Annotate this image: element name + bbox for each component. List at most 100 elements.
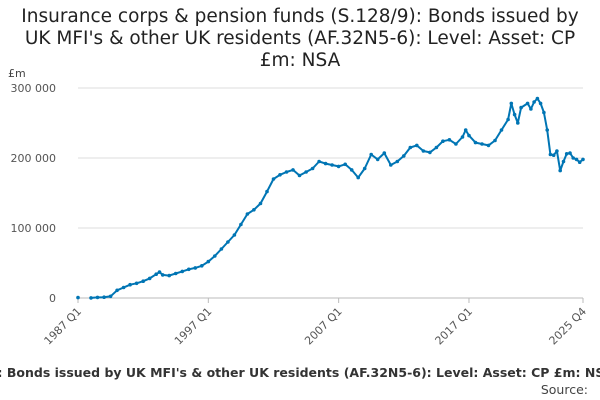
chart-title-line-3: £m: NSA xyxy=(259,50,341,71)
data-point xyxy=(558,168,562,173)
data-point xyxy=(121,285,126,290)
data-point xyxy=(509,101,514,106)
data-point xyxy=(571,156,575,160)
y-tick-label: 200 000 xyxy=(11,152,57,165)
data-point xyxy=(454,142,458,146)
data-point xyxy=(434,145,439,150)
data-point xyxy=(551,153,556,157)
data-point xyxy=(421,149,426,153)
grid-layer xyxy=(77,87,584,303)
data-point xyxy=(323,161,328,166)
data-point xyxy=(395,159,400,164)
data-point xyxy=(167,273,171,278)
data-point xyxy=(467,133,471,138)
data-point xyxy=(375,157,380,162)
data-point xyxy=(245,212,250,216)
data-point xyxy=(512,112,517,117)
data-point xyxy=(239,222,243,227)
footnote-text: Insurance corps & pension funds (S.128/9… xyxy=(0,365,600,380)
y-axis-unit-label: £m xyxy=(8,67,26,80)
data-point xyxy=(89,296,93,300)
x-tick-label: 2017 Q1 xyxy=(433,305,476,348)
data-point xyxy=(529,107,533,111)
data-point xyxy=(232,233,237,237)
data-point xyxy=(206,259,211,264)
chart-title: Insurance corps & pension funds (S.128/9… xyxy=(0,6,600,72)
series-layer xyxy=(76,96,585,300)
data-point xyxy=(516,121,520,125)
data-point xyxy=(219,247,224,251)
data-point xyxy=(115,288,119,293)
data-point xyxy=(180,269,185,274)
data-point xyxy=(538,101,543,106)
data-point xyxy=(141,279,145,284)
data-point xyxy=(213,254,217,258)
data-point xyxy=(102,295,106,300)
x-tick-label: 1987 Q1 xyxy=(42,305,85,348)
data-point xyxy=(447,138,452,142)
data-point xyxy=(486,143,491,148)
data-point xyxy=(160,273,165,277)
data-point xyxy=(265,189,269,194)
source-label: Source: xyxy=(540,382,588,397)
chart-title-line-2: UK MFI's & other UK residents (AF.32N5-6… xyxy=(24,28,576,49)
data-point xyxy=(428,150,432,155)
data-point xyxy=(271,177,276,181)
data-point xyxy=(535,96,540,101)
data-point xyxy=(577,160,582,164)
data-point xyxy=(548,152,553,157)
data-point xyxy=(317,159,321,164)
data-point xyxy=(134,281,139,286)
x-tick-label: 2007 Q1 xyxy=(302,305,345,348)
data-point xyxy=(310,166,315,171)
data-point xyxy=(252,208,256,212)
data-point xyxy=(506,117,510,122)
data-point xyxy=(362,166,367,171)
data-point xyxy=(343,162,348,167)
data-point xyxy=(402,154,406,158)
data-point xyxy=(480,142,484,146)
chart-title-line-1: Insurance corps & pension funds (S.128/9… xyxy=(21,6,579,27)
data-point xyxy=(581,157,585,162)
data-point xyxy=(95,295,100,300)
data-point xyxy=(297,173,302,178)
data-point xyxy=(291,168,295,172)
data-point xyxy=(193,266,198,270)
data-point xyxy=(532,100,536,104)
data-point xyxy=(574,157,579,162)
x-tick-labels: 1987 Q1 1997 Q1 2007 Q1 2017 Q1 2025 Q4 xyxy=(42,305,590,348)
y-tick-label: 100 000 xyxy=(11,222,57,235)
data-point xyxy=(154,272,158,277)
data-point xyxy=(564,152,569,156)
data-point xyxy=(463,128,468,132)
data-point xyxy=(555,149,559,153)
data-point xyxy=(493,138,497,143)
data-point xyxy=(349,168,354,172)
y-tick-label: 0 xyxy=(49,292,56,305)
data-point xyxy=(157,270,162,274)
data-point xyxy=(284,170,289,174)
data-point xyxy=(187,267,191,272)
x-tick-label: 1997 Q1 xyxy=(172,305,215,348)
data-point xyxy=(200,264,204,268)
data-point xyxy=(108,294,113,299)
data-point xyxy=(278,173,282,177)
data-point xyxy=(258,201,263,206)
line-chart: 0 100 000 200 000 300 000 1987 Q1 1997 Q1 200… xyxy=(11,82,590,348)
data-point xyxy=(128,282,132,287)
data-point xyxy=(408,145,413,150)
data-point xyxy=(460,135,465,139)
series-line xyxy=(90,97,584,299)
data-point xyxy=(173,271,178,276)
y-tick-labels: 0 100 000 200 000 300 000 xyxy=(11,82,57,305)
data-point xyxy=(525,101,530,106)
data-point xyxy=(356,175,361,180)
data-point xyxy=(369,152,374,157)
data-point xyxy=(499,128,504,132)
data-point xyxy=(382,151,387,155)
data-point xyxy=(415,143,419,148)
data-point xyxy=(336,164,341,169)
data-point xyxy=(542,110,546,115)
y-tick-label: 300 000 xyxy=(11,82,57,95)
data-point xyxy=(389,163,393,167)
